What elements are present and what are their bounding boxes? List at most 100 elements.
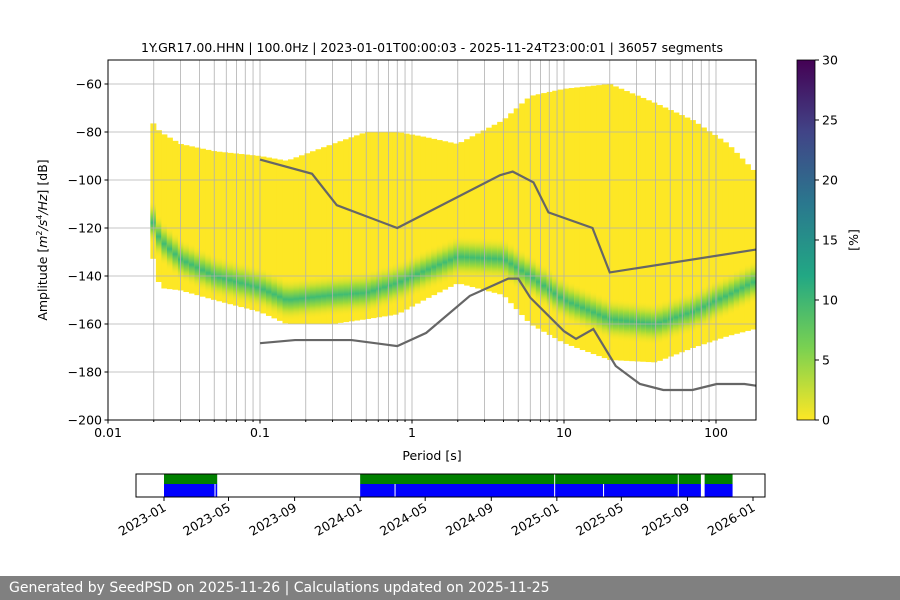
pdf-mode-band bbox=[585, 288, 592, 332]
pdf-mode-band bbox=[155, 214, 162, 259]
y-tick-label: −180 bbox=[68, 365, 102, 380]
pdf-mode-band bbox=[260, 267, 267, 312]
pdf-column bbox=[183, 145, 190, 293]
pdf-mode-band bbox=[458, 235, 465, 279]
colorbar-tick-label: 10 bbox=[822, 293, 838, 308]
pdf-mode-band bbox=[563, 279, 570, 323]
pdf-column bbox=[728, 147, 735, 336]
pdf-mode-band bbox=[684, 292, 691, 336]
pdf-column bbox=[166, 137, 173, 290]
coverage-frame bbox=[135, 473, 766, 498]
pdf-column bbox=[216, 151, 223, 302]
pdf-mode-band bbox=[249, 264, 256, 308]
pdf-mode-band bbox=[535, 260, 542, 304]
pdf-mode-band bbox=[733, 269, 740, 313]
pdf-mode-band bbox=[678, 293, 685, 338]
pdf-mode-band bbox=[744, 263, 751, 307]
pdf-column bbox=[232, 153, 239, 306]
pdf-mode-band bbox=[623, 299, 630, 343]
pdf-column bbox=[513, 108, 520, 310]
pdf-mode-band bbox=[579, 286, 586, 330]
chart-title: 1Y.GR17.00.HHN | 100.0Hz | 2023-01-01T00… bbox=[141, 40, 723, 55]
colorbar-tick-label: 25 bbox=[822, 113, 838, 128]
pdf-column bbox=[436, 140, 443, 293]
date-tick-label: 2025-09 bbox=[639, 500, 692, 539]
pdf-column bbox=[321, 147, 328, 324]
coverage-bar-blue bbox=[360, 484, 701, 497]
coverage-gap bbox=[394, 484, 396, 497]
pdf-mode-band bbox=[717, 277, 724, 321]
colorbar-tick-label: 5 bbox=[822, 353, 830, 368]
pdf-column bbox=[161, 134, 168, 289]
pdf-mode-band bbox=[711, 279, 718, 324]
pdf-mode-band bbox=[172, 232, 179, 276]
pdf-mode-band bbox=[596, 293, 603, 337]
pdf-column bbox=[398, 132, 405, 313]
y-tick-label: −80 bbox=[76, 125, 102, 140]
pdf-mode-band bbox=[634, 300, 641, 344]
date-tick-label: 2023-09 bbox=[246, 500, 299, 539]
pdf-mode-band bbox=[436, 243, 443, 287]
pdf-mode-band bbox=[695, 287, 702, 331]
pdf-column bbox=[188, 146, 195, 294]
pdf-mode-band bbox=[254, 265, 261, 310]
pdf-column bbox=[458, 142, 465, 285]
pdf-mode-band bbox=[546, 268, 553, 312]
pdf-mode-band bbox=[293, 277, 300, 321]
y-tick-label: −160 bbox=[68, 317, 102, 332]
pdf-column bbox=[519, 103, 526, 316]
y-axis-label: Amplitude [m2/s4/Hz] [dB] bbox=[35, 159, 50, 320]
pdf-mode-band bbox=[161, 222, 168, 266]
pdf-mode-band bbox=[227, 258, 234, 302]
pdf-column bbox=[194, 147, 201, 296]
pdf-column bbox=[684, 117, 691, 351]
pdf-mode-band bbox=[194, 245, 201, 290]
date-tick-label: 2026-01 bbox=[705, 500, 758, 539]
y-tick-label: −200 bbox=[68, 413, 102, 428]
pdf-mode-band bbox=[552, 271, 559, 316]
coverage-bar-green bbox=[164, 474, 218, 484]
pdf-mode-band bbox=[337, 273, 344, 317]
pdf-mode-band bbox=[508, 242, 515, 286]
pdf-column bbox=[629, 93, 636, 362]
pdf-mode-band bbox=[166, 227, 173, 271]
pdf-mode-band bbox=[530, 256, 537, 300]
pdf-column bbox=[403, 133, 410, 310]
pdf-mode-band bbox=[667, 297, 674, 341]
pdf-column bbox=[425, 137, 432, 298]
pdf-mode-band bbox=[557, 275, 564, 320]
date-tick-label: 2024-01 bbox=[312, 500, 365, 539]
pdf-mode-band bbox=[486, 236, 493, 281]
pdf-column bbox=[271, 158, 278, 319]
pdf-mode-band bbox=[205, 251, 212, 295]
pdf-column bbox=[199, 148, 206, 297]
pdf-column bbox=[640, 97, 647, 362]
x-tick-label: 100 bbox=[704, 425, 728, 440]
pdf-mode-band bbox=[524, 252, 531, 296]
pdf-mode-band bbox=[271, 272, 278, 316]
pdf-column bbox=[392, 132, 399, 315]
pdf-column bbox=[508, 113, 515, 304]
x-tick-label: 10 bbox=[556, 425, 572, 440]
date-tick-label: 2024-05 bbox=[377, 500, 430, 539]
pdf-mode-band bbox=[287, 277, 294, 322]
coverage-gap bbox=[603, 484, 605, 497]
pdf-mode-band bbox=[332, 273, 339, 317]
x-tick-label: 0.1 bbox=[250, 425, 270, 440]
pdf-mode-band bbox=[491, 237, 498, 281]
y-tick-label: −120 bbox=[68, 221, 102, 236]
pdf-column bbox=[276, 159, 283, 321]
pdf-column bbox=[530, 95, 537, 326]
pdf-mode-band bbox=[656, 301, 663, 345]
pdf-mode-band bbox=[568, 281, 575, 325]
colorbar-tick-label: 30 bbox=[822, 53, 838, 68]
pdf-column bbox=[376, 132, 383, 318]
pdf-column bbox=[623, 91, 630, 361]
pdf-column bbox=[293, 157, 300, 324]
pdf-mode-band bbox=[475, 236, 482, 280]
pdf-column bbox=[667, 110, 674, 357]
pdf-mode-band bbox=[188, 243, 195, 287]
pdf-mode-band bbox=[502, 238, 509, 283]
pdf-column bbox=[227, 152, 234, 305]
date-tick-label: 2025-01 bbox=[509, 500, 562, 539]
